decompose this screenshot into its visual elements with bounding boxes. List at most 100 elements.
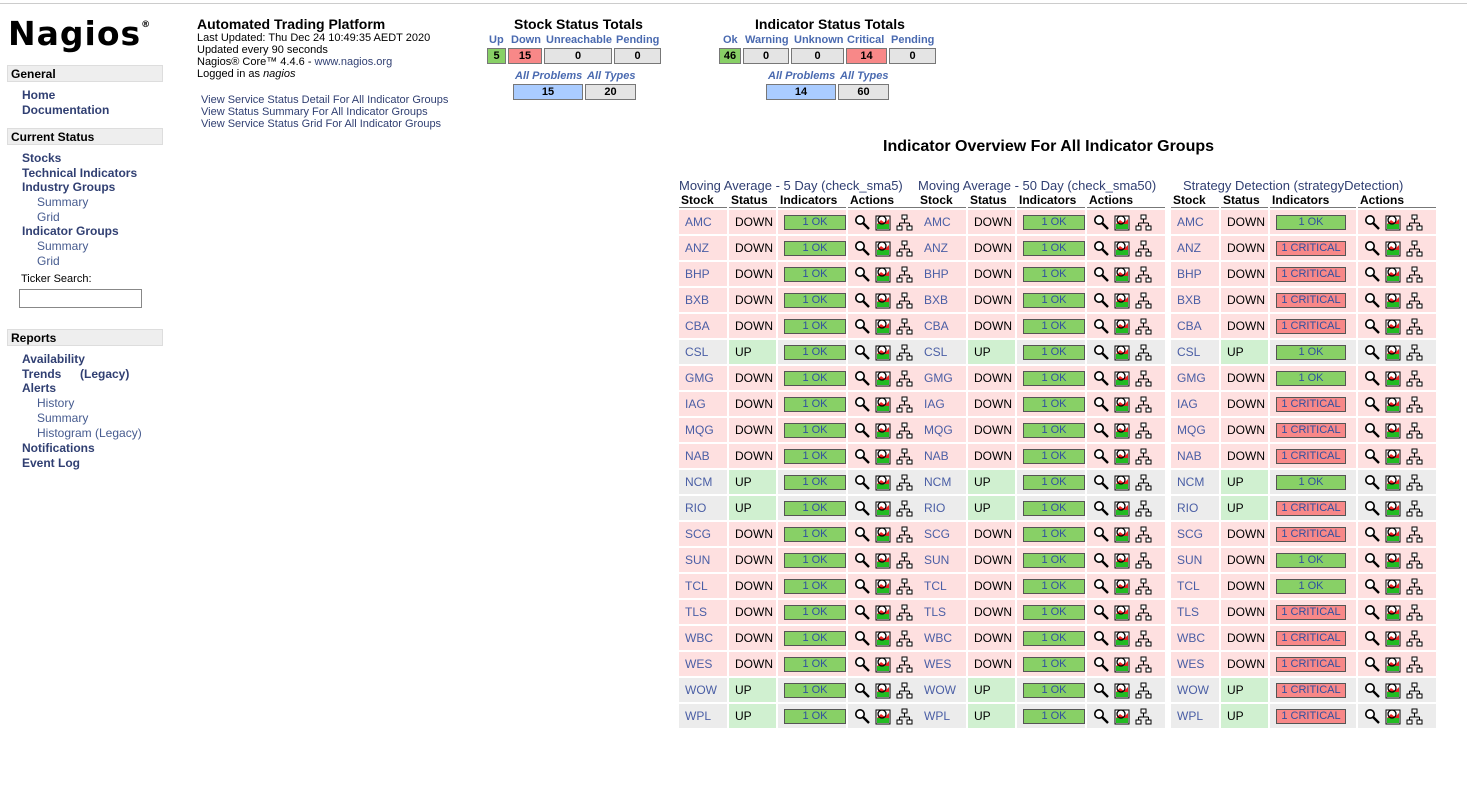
stock-unreachable-label[interactable]: Unreachable — [546, 34, 613, 46]
stock-link[interactable]: WPL — [679, 704, 727, 728]
stock-link[interactable]: TCL — [679, 574, 727, 598]
network-map-icon[interactable] — [896, 422, 913, 439]
performance-graph-icon[interactable] — [1385, 474, 1402, 491]
network-map-icon[interactable] — [1406, 370, 1423, 387]
indicator-status-badge[interactable]: 1 CRITICAL — [1276, 630, 1346, 646]
indicator-status-badge[interactable]: 1 CRITICAL — [1276, 240, 1346, 256]
indicator-unknown-label[interactable]: Unknown — [794, 34, 844, 46]
magnifier-icon[interactable] — [854, 344, 871, 361]
nav-industry-summary[interactable]: Summary — [37, 195, 89, 209]
performance-graph-icon[interactable] — [875, 578, 892, 595]
stock-link[interactable]: CSL — [918, 340, 966, 364]
network-map-icon[interactable] — [1135, 292, 1152, 309]
indicator-pending-label[interactable]: Pending — [891, 34, 935, 46]
network-map-icon[interactable] — [1135, 318, 1152, 335]
magnifier-icon[interactable] — [1093, 474, 1110, 491]
network-map-icon[interactable] — [896, 318, 913, 335]
stock-link[interactable]: WPL — [918, 704, 966, 728]
nav-technical-indicators[interactable]: Technical Indicators — [22, 166, 138, 180]
stock-link[interactable]: BHP — [1171, 262, 1219, 286]
magnifier-icon[interactable] — [1364, 318, 1381, 335]
stock-link[interactable]: TLS — [918, 600, 966, 624]
ticker-search-input[interactable] — [19, 289, 142, 308]
link-status-summary[interactable]: View Status Summary For All Indicator Gr… — [201, 106, 428, 118]
stock-link[interactable]: ANZ — [1171, 236, 1219, 260]
performance-graph-icon[interactable] — [1385, 266, 1402, 283]
network-map-icon[interactable] — [896, 682, 913, 699]
stock-link[interactable]: CBA — [918, 314, 966, 338]
stock-link[interactable]: SCG — [679, 522, 727, 546]
indicator-status-badge[interactable]: 1 CRITICAL — [1276, 708, 1346, 724]
stock-link[interactable]: WBC — [1171, 626, 1219, 650]
network-map-icon[interactable] — [1406, 422, 1423, 439]
indicator-status-badge[interactable]: 1 OK — [1023, 214, 1085, 230]
network-map-icon[interactable] — [896, 578, 913, 595]
network-map-icon[interactable] — [1406, 526, 1423, 543]
indicator-pending-count[interactable]: 0 — [889, 48, 936, 64]
indicator-status-badge[interactable]: 1 OK — [1023, 266, 1085, 282]
network-map-icon[interactable] — [1406, 708, 1423, 725]
performance-graph-icon[interactable] — [1114, 708, 1131, 725]
indicator-status-badge[interactable]: 1 OK — [784, 344, 846, 360]
performance-graph-icon[interactable] — [875, 422, 892, 439]
performance-graph-icon[interactable] — [875, 344, 892, 361]
indicator-status-badge[interactable]: 1 OK — [784, 500, 846, 516]
stock-link[interactable]: SUN — [679, 548, 727, 572]
magnifier-icon[interactable] — [1093, 578, 1110, 595]
network-map-icon[interactable] — [1135, 708, 1152, 725]
group-title[interactable]: Strategy Detection (strategyDetection) — [1183, 178, 1404, 193]
stock-link[interactable]: RIO — [1171, 496, 1219, 520]
network-map-icon[interactable] — [896, 708, 913, 725]
indicator-status-badge[interactable]: 1 OK — [1023, 370, 1085, 386]
stock-pending-label[interactable]: Pending — [616, 34, 660, 46]
indicator-status-badge[interactable]: 1 OK — [1023, 682, 1085, 698]
stock-pending-count[interactable]: 0 — [614, 48, 661, 64]
stock-all-types-count[interactable]: 20 — [585, 84, 636, 100]
indicator-status-badge[interactable]: 1 OK — [784, 214, 846, 230]
network-map-icon[interactable] — [896, 448, 913, 465]
indicator-status-badge[interactable]: 1 CRITICAL — [1276, 604, 1346, 620]
indicator-status-badge[interactable]: 1 OK — [1023, 526, 1085, 542]
stock-link[interactable]: NCM — [918, 470, 966, 494]
indicator-status-badge[interactable]: 1 OK — [1023, 500, 1085, 516]
magnifier-icon[interactable] — [854, 448, 871, 465]
nav-notifications[interactable]: Notifications — [22, 441, 95, 455]
magnifier-icon[interactable] — [1093, 656, 1110, 673]
stock-link[interactable]: ANZ — [918, 236, 966, 260]
magnifier-icon[interactable] — [1364, 604, 1381, 621]
performance-graph-icon[interactable] — [875, 708, 892, 725]
nav-alerts-summary[interactable]: Summary — [37, 411, 89, 425]
performance-graph-icon[interactable] — [1114, 630, 1131, 647]
nav-alerts-histogram[interactable]: Histogram (Legacy) — [37, 426, 142, 440]
magnifier-icon[interactable] — [1364, 708, 1381, 725]
magnifier-icon[interactable] — [854, 318, 871, 335]
indicator-status-badge[interactable]: 1 OK — [1023, 708, 1085, 724]
indicator-status-badge[interactable]: 1 OK — [1276, 578, 1346, 594]
magnifier-icon[interactable] — [1364, 682, 1381, 699]
magnifier-icon[interactable] — [1093, 318, 1110, 335]
stock-unreachable-count[interactable]: 0 — [544, 48, 612, 64]
magnifier-icon[interactable] — [1093, 500, 1110, 517]
stock-down-count[interactable]: 15 — [508, 48, 542, 64]
indicator-status-badge[interactable]: 1 CRITICAL — [1276, 682, 1346, 698]
stock-link[interactable]: NAB — [918, 444, 966, 468]
indicator-status-badge[interactable]: 1 OK — [784, 630, 846, 646]
performance-graph-icon[interactable] — [875, 214, 892, 231]
magnifier-icon[interactable] — [1093, 630, 1110, 647]
network-map-icon[interactable] — [1135, 656, 1152, 673]
network-map-icon[interactable] — [1135, 344, 1152, 361]
indicator-status-badge[interactable]: 1 OK — [784, 604, 846, 620]
magnifier-icon[interactable] — [1093, 422, 1110, 439]
performance-graph-icon[interactable] — [875, 604, 892, 621]
indicator-status-badge[interactable]: 1 CRITICAL — [1276, 318, 1346, 334]
performance-graph-icon[interactable] — [875, 500, 892, 517]
network-map-icon[interactable] — [1135, 396, 1152, 413]
stock-link[interactable]: CSL — [1171, 340, 1219, 364]
indicator-status-badge[interactable]: 1 OK — [784, 292, 846, 308]
magnifier-icon[interactable] — [1364, 370, 1381, 387]
magnifier-icon[interactable] — [1364, 630, 1381, 647]
indicator-ok-label[interactable]: Ok — [723, 34, 738, 46]
indicator-status-badge[interactable]: 1 OK — [784, 526, 846, 542]
stock-link[interactable]: WBC — [679, 626, 727, 650]
indicator-status-badge[interactable]: 1 OK — [1023, 422, 1085, 438]
